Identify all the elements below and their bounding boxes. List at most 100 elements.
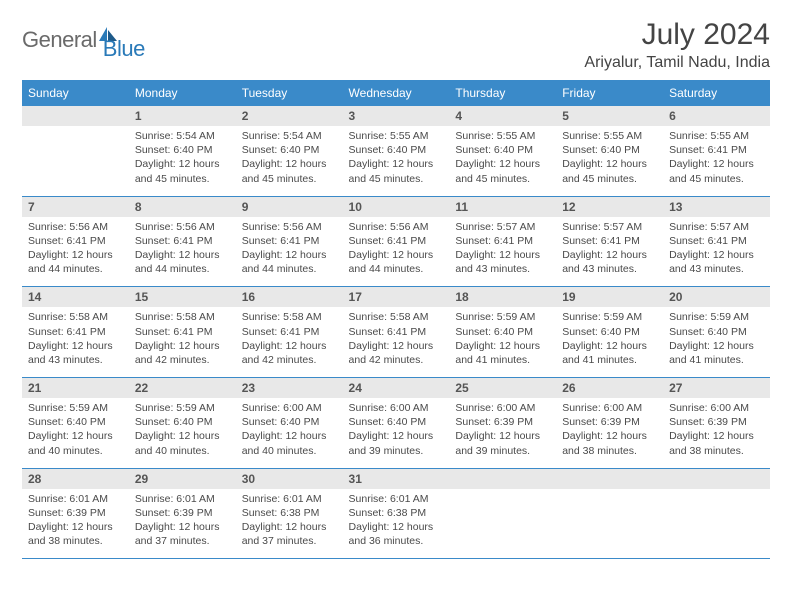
empty-day-number xyxy=(449,469,556,489)
sunset-text: Sunset: 6:39 PM xyxy=(455,415,550,429)
day-number: 17 xyxy=(343,287,450,307)
sunrise-text: Sunrise: 5:56 AM xyxy=(135,220,230,234)
sunrise-text: Sunrise: 5:54 AM xyxy=(135,129,230,143)
sunset-text: Sunset: 6:38 PM xyxy=(242,506,337,520)
daylight-text: Daylight: 12 hours and 42 minutes. xyxy=(349,339,444,367)
sunrise-text: Sunrise: 5:57 AM xyxy=(562,220,657,234)
day-header-saturday: Saturday xyxy=(663,80,770,106)
day-number: 4 xyxy=(449,106,556,126)
sunset-text: Sunset: 6:41 PM xyxy=(242,325,337,339)
day-number: 5 xyxy=(556,106,663,126)
day-body: Sunrise: 5:55 AMSunset: 6:40 PMDaylight:… xyxy=(556,126,663,196)
day-header-monday: Monday xyxy=(129,80,236,106)
daylight-text: Daylight: 12 hours and 38 minutes. xyxy=(669,429,764,457)
day-cell: 22Sunrise: 5:59 AMSunset: 6:40 PMDayligh… xyxy=(129,378,236,469)
day-cell: 18Sunrise: 5:59 AMSunset: 6:40 PMDayligh… xyxy=(449,287,556,378)
day-cell: 6Sunrise: 5:55 AMSunset: 6:41 PMDaylight… xyxy=(663,106,770,196)
daylight-text: Daylight: 12 hours and 45 minutes. xyxy=(242,157,337,185)
sunset-text: Sunset: 6:40 PM xyxy=(242,415,337,429)
empty-day-number xyxy=(556,469,663,489)
sunrise-text: Sunrise: 5:59 AM xyxy=(562,310,657,324)
day-body: Sunrise: 6:00 AMSunset: 6:40 PMDaylight:… xyxy=(236,398,343,468)
day-number: 11 xyxy=(449,197,556,217)
day-body: Sunrise: 5:57 AMSunset: 6:41 PMDaylight:… xyxy=(663,217,770,287)
day-body: Sunrise: 5:56 AMSunset: 6:41 PMDaylight:… xyxy=(236,217,343,287)
day-number: 12 xyxy=(556,197,663,217)
daylight-text: Daylight: 12 hours and 43 minutes. xyxy=(669,248,764,276)
day-body: Sunrise: 5:55 AMSunset: 6:41 PMDaylight:… xyxy=(663,126,770,196)
day-number: 1 xyxy=(129,106,236,126)
day-header-sunday: Sunday xyxy=(22,80,129,106)
day-number: 6 xyxy=(663,106,770,126)
daylight-text: Daylight: 12 hours and 45 minutes. xyxy=(562,157,657,185)
sunrise-text: Sunrise: 6:00 AM xyxy=(669,401,764,415)
day-number: 9 xyxy=(236,197,343,217)
sunset-text: Sunset: 6:41 PM xyxy=(455,234,550,248)
sunset-text: Sunset: 6:41 PM xyxy=(562,234,657,248)
day-body: Sunrise: 6:01 AMSunset: 6:38 PMDaylight:… xyxy=(343,489,450,559)
empty-day-body xyxy=(556,489,663,549)
header: General Blue July 2024 Ariyalur, Tamil N… xyxy=(22,18,770,72)
day-body: Sunrise: 5:58 AMSunset: 6:41 PMDaylight:… xyxy=(129,307,236,377)
sunset-text: Sunset: 6:39 PM xyxy=(28,506,123,520)
day-header-wednesday: Wednesday xyxy=(343,80,450,106)
logo: General Blue xyxy=(22,18,145,62)
day-header-friday: Friday xyxy=(556,80,663,106)
day-cell: 17 Sunrise: 5:58 AMSunset: 6:41 PMDayligh… xyxy=(343,287,450,378)
logo-text-blue: Blue xyxy=(103,36,145,62)
sunrise-text: Sunrise: 5:59 AM xyxy=(135,401,230,415)
daylight-text: Daylight: 12 hours and 40 minutes. xyxy=(28,429,123,457)
sunset-text: Sunset: 6:40 PM xyxy=(349,415,444,429)
day-cell: 13Sunrise: 5:57 AMSunset: 6:41 PMDayligh… xyxy=(663,196,770,287)
sunset-text: Sunset: 6:40 PM xyxy=(669,325,764,339)
day-cell: 21Sunrise: 5:59 AMSunset: 6:40 PMDayligh… xyxy=(22,378,129,469)
day-number: 31 xyxy=(343,469,450,489)
sunset-text: Sunset: 6:40 PM xyxy=(562,143,657,157)
day-body: Sunrise: 5:58 AMSunset: 6:41 PMDaylight:… xyxy=(22,307,129,377)
daylight-text: Daylight: 12 hours and 44 minutes. xyxy=(349,248,444,276)
day-body: Sunrise: 5:57 AMSunset: 6:41 PMDaylight:… xyxy=(556,217,663,287)
day-cell: 8Sunrise: 5:56 AMSunset: 6:41 PMDaylight… xyxy=(129,196,236,287)
sunset-text: Sunset: 6:39 PM xyxy=(669,415,764,429)
sunset-text: Sunset: 6:41 PM xyxy=(135,325,230,339)
sunset-text: Sunset: 6:41 PM xyxy=(135,234,230,248)
day-body: Sunrise: 5:56 AMSunset: 6:41 PMDaylight:… xyxy=(22,217,129,287)
day-number: 19 xyxy=(556,287,663,307)
day-number: 13 xyxy=(663,197,770,217)
sunset-text: Sunset: 6:41 PM xyxy=(669,234,764,248)
sunset-text: Sunset: 6:40 PM xyxy=(135,415,230,429)
day-cell: 28Sunrise: 6:01 AMSunset: 6:39 PMDayligh… xyxy=(22,468,129,559)
sunrise-text: Sunrise: 5:54 AM xyxy=(242,129,337,143)
daylight-text: Daylight: 12 hours and 45 minutes. xyxy=(669,157,764,185)
daylight-text: Daylight: 12 hours and 45 minutes. xyxy=(349,157,444,185)
daylight-text: Daylight: 12 hours and 36 minutes. xyxy=(349,520,444,548)
day-body: Sunrise: 6:00 AMSunset: 6:40 PMDaylight:… xyxy=(343,398,450,468)
day-number: 22 xyxy=(129,378,236,398)
day-body: Sunrise: 5:59 AMSunset: 6:40 PMDaylight:… xyxy=(22,398,129,468)
sunset-text: Sunset: 6:39 PM xyxy=(562,415,657,429)
sunset-text: Sunset: 6:39 PM xyxy=(135,506,230,520)
sunrise-text: Sunrise: 5:56 AM xyxy=(28,220,123,234)
sunrise-text: Sunrise: 5:56 AM xyxy=(242,220,337,234)
sunrise-text: Sunrise: 5:57 AM xyxy=(455,220,550,234)
sunset-text: Sunset: 6:40 PM xyxy=(455,325,550,339)
sunset-text: Sunset: 6:41 PM xyxy=(349,325,444,339)
day-body: Sunrise: 6:00 AMSunset: 6:39 PMDaylight:… xyxy=(449,398,556,468)
day-number: 29 xyxy=(129,469,236,489)
sunrise-text: Sunrise: 6:00 AM xyxy=(349,401,444,415)
daylight-text: Daylight: 12 hours and 37 minutes. xyxy=(242,520,337,548)
day-body: Sunrise: 5:56 AMSunset: 6:41 PMDaylight:… xyxy=(343,217,450,287)
daylight-text: Daylight: 12 hours and 43 minutes. xyxy=(562,248,657,276)
sunrise-text: Sunrise: 5:58 AM xyxy=(349,310,444,324)
day-body: Sunrise: 5:54 AMSunset: 6:40 PMDaylight:… xyxy=(129,126,236,196)
sunrise-text: Sunrise: 5:55 AM xyxy=(562,129,657,143)
day-cell: 19Sunrise: 5:59 AMSunset: 6:40 PMDayligh… xyxy=(556,287,663,378)
day-cell: 1Sunrise: 5:54 AMSunset: 6:40 PMDaylight… xyxy=(129,106,236,196)
day-cell: 7Sunrise: 5:56 AMSunset: 6:41 PMDaylight… xyxy=(22,196,129,287)
empty-day-body xyxy=(22,126,129,186)
day-number: 30 xyxy=(236,469,343,489)
day-body: Sunrise: 6:01 AMSunset: 6:39 PMDaylight:… xyxy=(129,489,236,559)
day-body: Sunrise: 6:00 AMSunset: 6:39 PMDaylight:… xyxy=(556,398,663,468)
day-header-tuesday: Tuesday xyxy=(236,80,343,106)
calendar-table: SundayMondayTuesdayWednesdayThursdayFrid… xyxy=(22,80,770,559)
